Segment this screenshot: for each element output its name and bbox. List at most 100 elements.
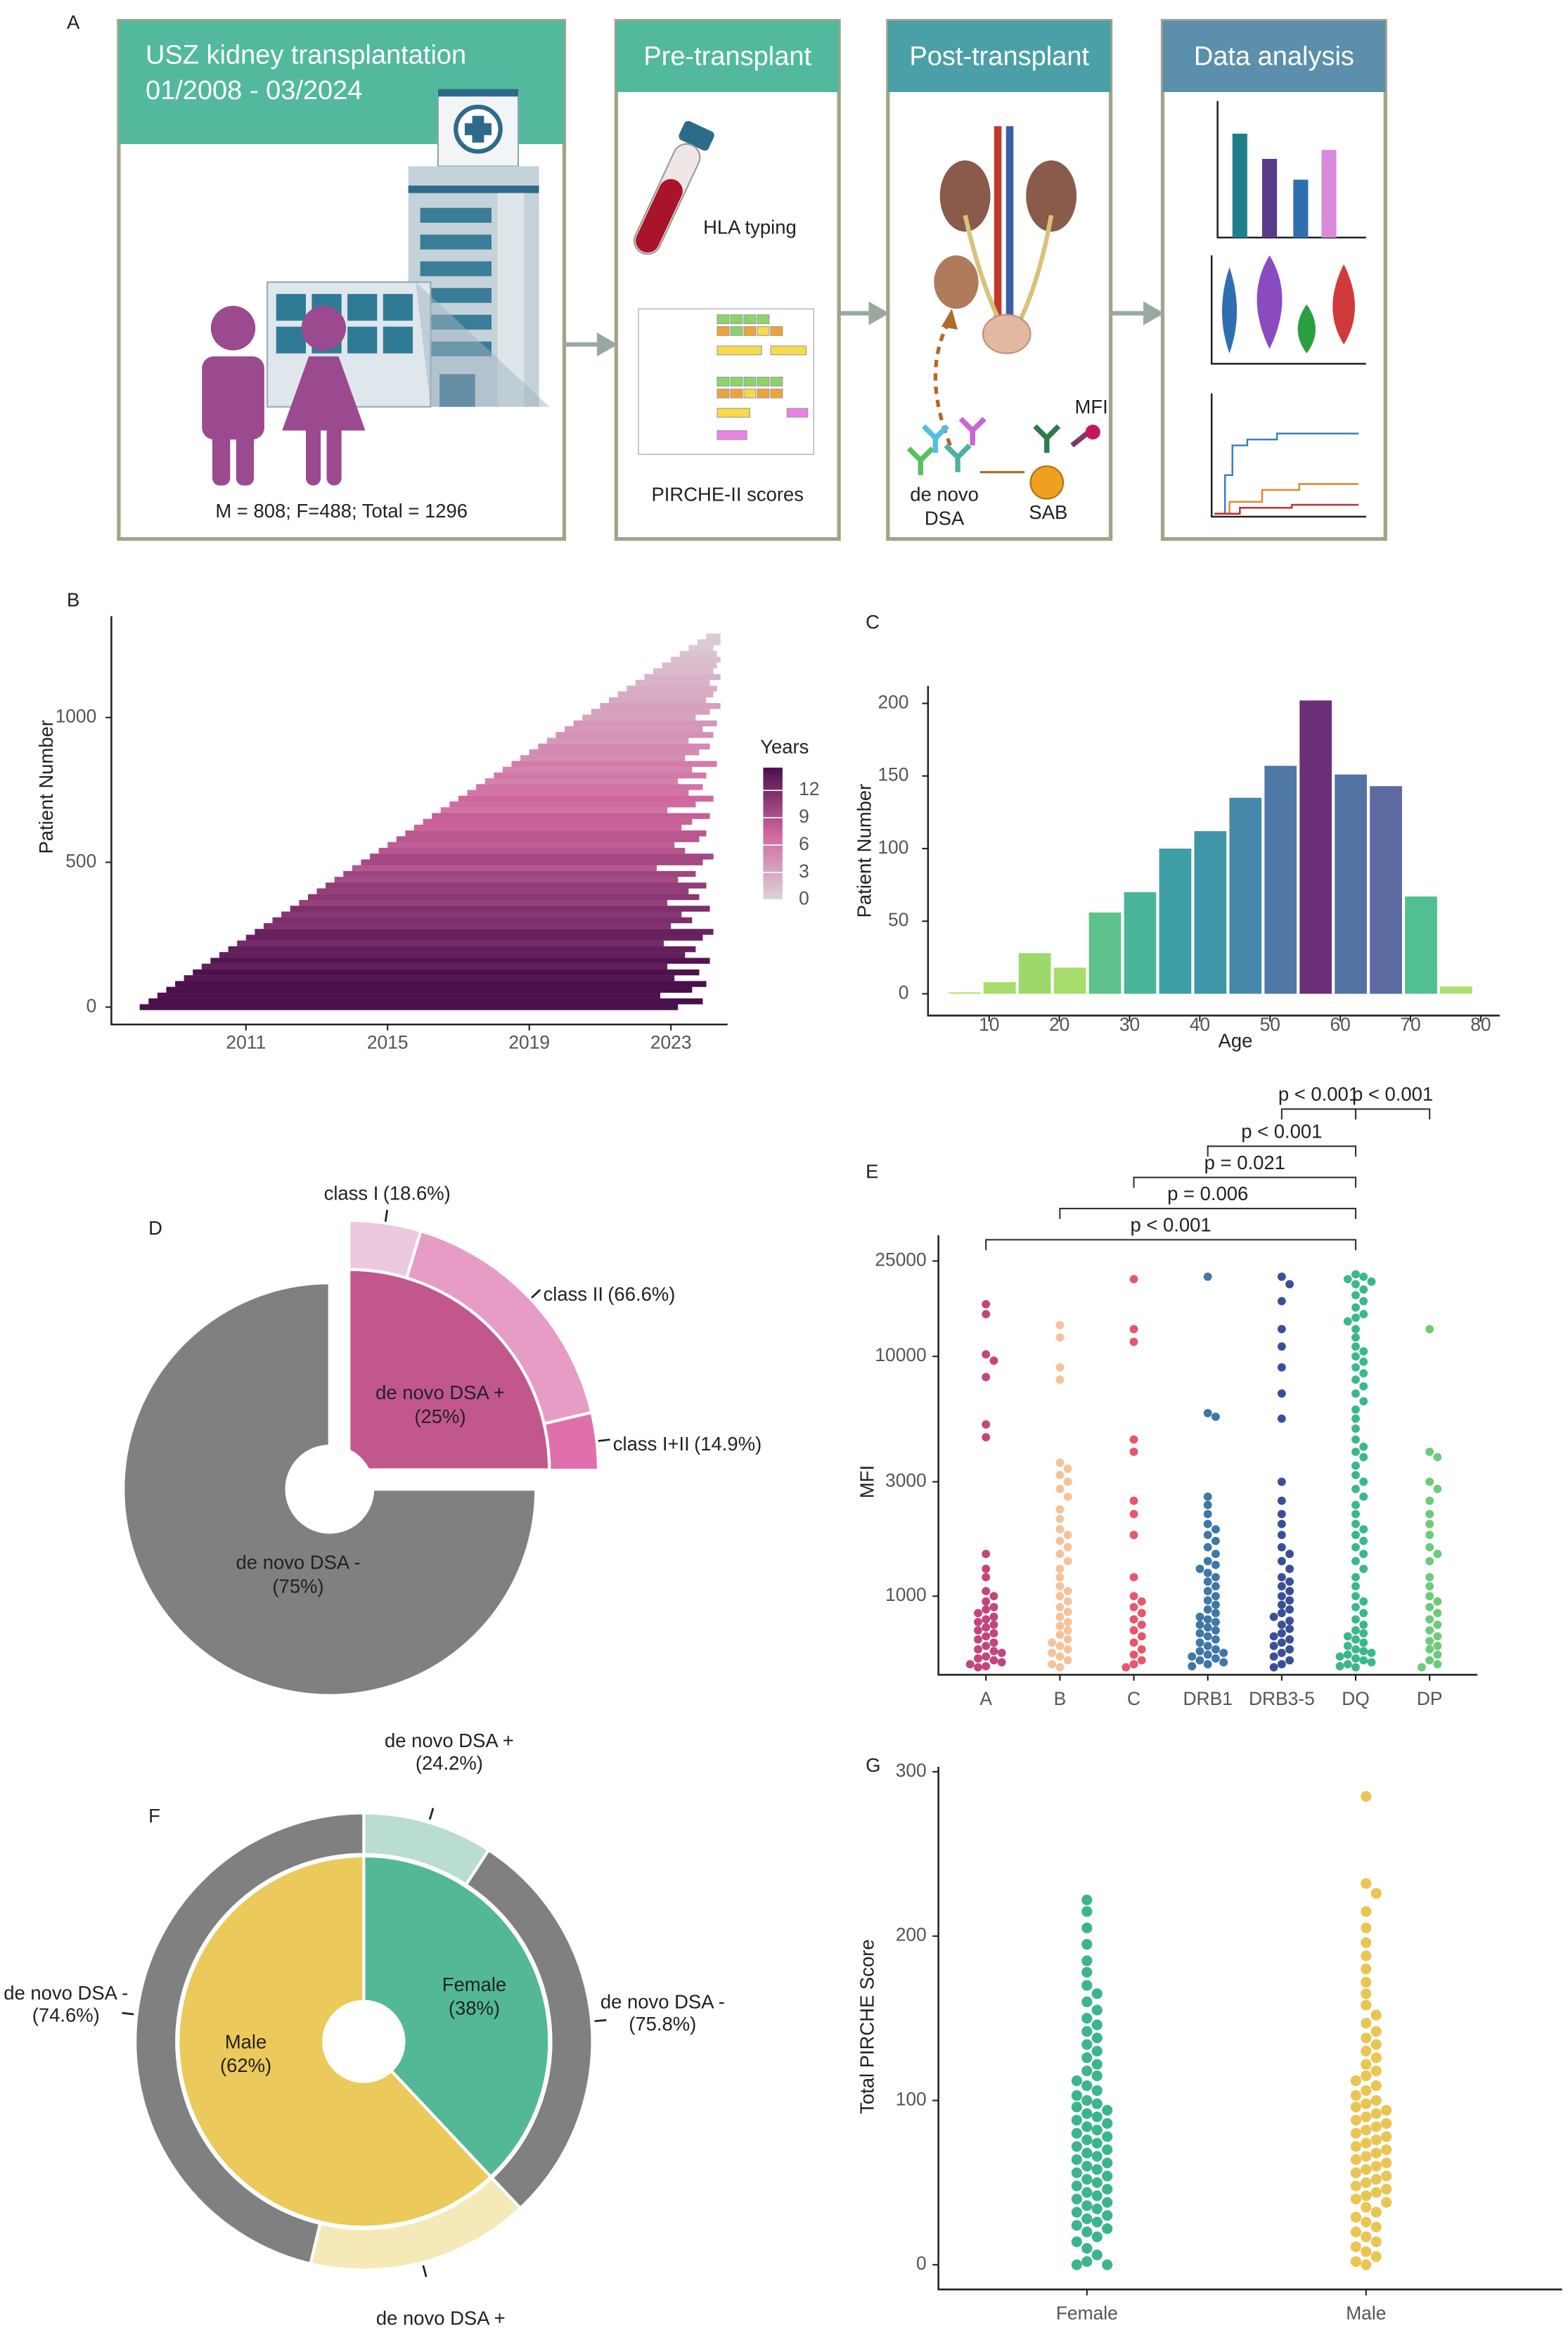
slice-value-label: (75%) — [272, 1575, 323, 1597]
point — [1343, 1275, 1352, 1284]
x-tick-label: 2019 — [508, 1032, 550, 1053]
axis — [927, 686, 1500, 1017]
panel-label: F — [148, 1805, 160, 1827]
point — [989, 1620, 998, 1629]
point — [1361, 2259, 1372, 2270]
point — [1370, 2187, 1382, 2199]
patient-bar — [370, 854, 714, 860]
point — [1055, 1514, 1065, 1524]
point — [1203, 1642, 1212, 1650]
x-tick-label: 70 — [1400, 1014, 1420, 1035]
patient-bar — [139, 1004, 679, 1010]
point — [1370, 2206, 1382, 2218]
point — [1361, 1950, 1372, 1962]
point — [1425, 1496, 1434, 1505]
point — [1048, 1638, 1057, 1647]
leader-line — [594, 2019, 607, 2023]
point — [1102, 2118, 1113, 2129]
point — [1091, 2111, 1103, 2123]
histogram-bar — [1335, 774, 1367, 994]
patient-bar — [334, 877, 679, 883]
point — [1370, 2251, 1382, 2263]
ring-label: de novo DSA + — [385, 1730, 514, 1751]
point — [1055, 1573, 1065, 1582]
point — [1122, 1663, 1131, 1672]
post-item: de novo — [910, 484, 979, 506]
point — [1102, 2196, 1113, 2208]
point — [982, 1642, 991, 1650]
point — [1091, 2137, 1103, 2149]
point — [1269, 1663, 1278, 1672]
point — [982, 1564, 991, 1573]
point — [1091, 2177, 1103, 2188]
patient-bar — [387, 842, 675, 849]
patient-bar — [263, 922, 671, 929]
point — [1351, 1644, 1360, 1654]
point — [1212, 1573, 1220, 1582]
point — [1361, 2246, 1372, 2258]
kidney-icon — [934, 126, 1077, 354]
patient-bar — [245, 934, 703, 941]
point — [1102, 2144, 1113, 2156]
point — [1055, 1536, 1065, 1545]
significance-bracket — [985, 1239, 1357, 1251]
x-tick-label: 80 — [1470, 1014, 1491, 1035]
cohort-title: USZ kidney transplantation — [146, 40, 466, 70]
point — [982, 1550, 991, 1559]
point — [1055, 1621, 1065, 1630]
point — [974, 1626, 982, 1635]
patient-bar — [166, 986, 693, 993]
point — [1351, 1352, 1360, 1361]
pre-item: HLA typing — [703, 216, 797, 238]
point — [1361, 2201, 1372, 2213]
point — [1081, 2013, 1093, 2024]
patient-bar — [423, 818, 693, 825]
point — [1063, 1587, 1072, 1595]
y-axis-label: MFI — [856, 1465, 878, 1498]
point — [1203, 1569, 1212, 1578]
point — [1129, 1650, 1138, 1659]
point — [1277, 1573, 1286, 1582]
point — [1195, 1629, 1204, 1637]
point — [1055, 1505, 1065, 1514]
patient-bar — [193, 969, 700, 976]
point — [1063, 1492, 1072, 1501]
point — [1425, 1448, 1434, 1456]
point — [1203, 1615, 1212, 1624]
point — [1277, 1629, 1286, 1637]
point — [1071, 2128, 1082, 2139]
point — [1351, 1313, 1360, 1322]
point — [1091, 2164, 1103, 2175]
y-tick-label: 200 — [896, 1924, 927, 1945]
point — [1203, 1543, 1212, 1552]
point — [1277, 1531, 1286, 1540]
point — [1370, 1888, 1382, 1899]
point — [1081, 2243, 1093, 2254]
post-item: SAB — [1029, 501, 1067, 523]
point — [1277, 1543, 1286, 1552]
point — [1351, 1405, 1360, 1414]
point — [1188, 1662, 1197, 1671]
point — [1063, 1465, 1072, 1473]
patient-bar — [148, 998, 703, 1005]
point — [1433, 1642, 1442, 1650]
colorbar-tick-label: 6 — [799, 833, 809, 854]
point — [1081, 1906, 1093, 1917]
point — [1285, 1280, 1294, 1289]
y-tick-label: 10000 — [875, 1344, 926, 1365]
point — [1351, 1519, 1360, 1528]
point — [1359, 1310, 1368, 1319]
point — [1212, 1654, 1220, 1663]
point — [1370, 2147, 1382, 2158]
ring-label: de novo DSA - — [4, 1982, 128, 2004]
point — [1350, 2194, 1361, 2205]
axis — [937, 1766, 1562, 2291]
point — [1425, 1510, 1434, 1519]
point — [982, 1652, 991, 1661]
point — [1048, 1660, 1057, 1669]
point — [1425, 1656, 1434, 1665]
x-tick-label: DRB1 — [1183, 1688, 1233, 1709]
point — [1137, 1644, 1146, 1654]
patient-bar — [671, 657, 721, 663]
point — [1367, 1658, 1376, 1667]
